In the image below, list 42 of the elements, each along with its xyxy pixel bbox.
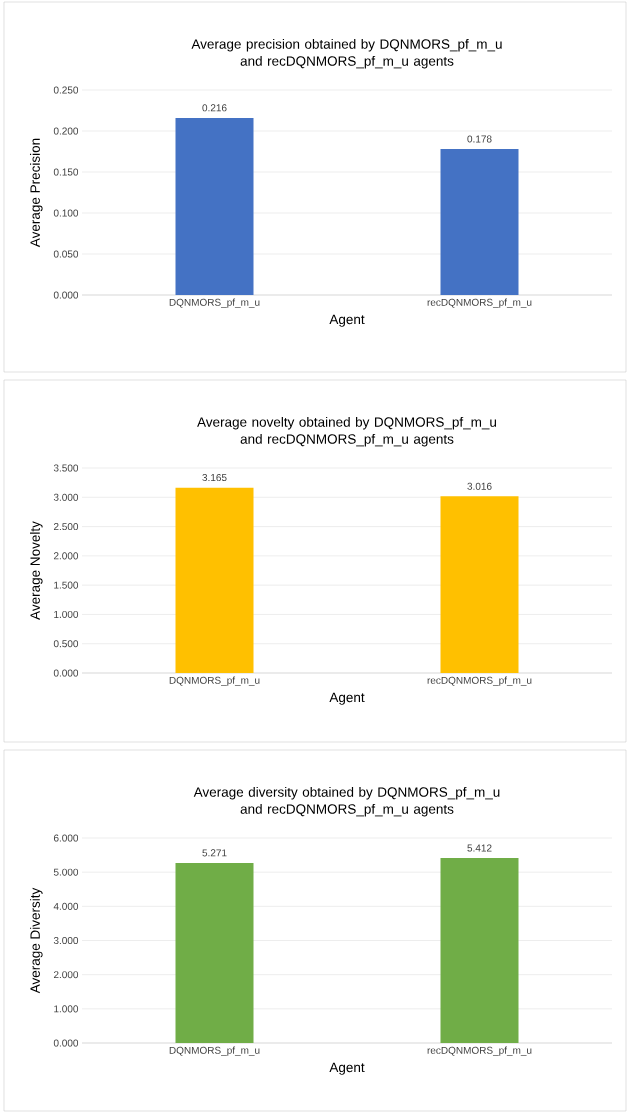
- x-axis-title: Agent: [329, 1062, 365, 1075]
- y-tick-label: 6.000: [53, 834, 79, 842]
- x-tick-label: recDQNMORS_pf_m_u: [427, 1046, 532, 1056]
- chart-title: Average novelty obtained by DQNMORS_pf_m_u and recDQNMORS_pf_m_u agents: [197, 416, 497, 447]
- y-axis-title: Average Precision: [29, 138, 43, 248]
- y-tick-label: 1.000: [54, 610, 79, 618]
- y-tick-label: 2.500: [53, 523, 79, 531]
- x-tick-label: recDQNMORS_pf_m_u: [427, 298, 532, 308]
- y-tick-label: 5.000: [53, 868, 79, 876]
- chart-title: Average precision obtained by DQNMORS_pf_m_u and recDQNMORS_pf_m_u agents: [191, 38, 502, 69]
- y-tick-label: 3.000: [53, 936, 79, 945]
- chart-title: Average diversity obtained by DQNMORS_pf_m_u and recDQNMORS_pf_m_u agents: [193, 786, 500, 817]
- y-tick-label: 0.050: [53, 250, 79, 258]
- data-label: 5.412: [467, 844, 492, 852]
- y-tick-label: 0.500: [53, 640, 79, 648]
- y-tick-label: 0.000: [53, 291, 79, 299]
- x-axis-title: Agent: [329, 314, 365, 327]
- x-tick-label: recDQNMORS_pf_m_u: [427, 676, 532, 686]
- data-label: 0.178: [467, 135, 492, 143]
- x-tick-label: DQNMORS_pf_m_u: [169, 1046, 260, 1056]
- y-tick-label: 3.500: [53, 464, 79, 472]
- data-label: 0.216: [202, 104, 227, 112]
- data-label: 3.165: [202, 474, 227, 482]
- x-tick-label: DQNMORS_pf_m_u: [169, 298, 260, 308]
- y-axis-title: Average Diversity: [29, 887, 43, 994]
- y-tick-label: 2.000: [53, 971, 79, 979]
- y-tick-label: 0.000: [53, 1039, 79, 1047]
- x-axis-title: Agent: [329, 692, 365, 705]
- y-tick-label: 3.000: [53, 493, 79, 501]
- y-tick-label: 1.000: [54, 1005, 79, 1013]
- y-tick-label: 4.000: [53, 902, 79, 910]
- y-tick-label: 1.500: [54, 581, 79, 589]
- y-tick-label: 0.100: [53, 209, 79, 217]
- y-tick-label: 2.000: [53, 552, 79, 560]
- y-tick-label: 0.250: [53, 86, 79, 94]
- data-label: 3.016: [467, 482, 492, 490]
- x-tick-label: DQNMORS_pf_m_u: [169, 676, 260, 686]
- y-tick-label: 0.000: [53, 669, 79, 677]
- y-tick-label: 0.200: [53, 127, 79, 135]
- y-axis-title: Average Novelty: [29, 521, 43, 620]
- data-label: 5.271: [202, 849, 227, 857]
- y-tick-label: 0.150: [53, 168, 79, 176]
